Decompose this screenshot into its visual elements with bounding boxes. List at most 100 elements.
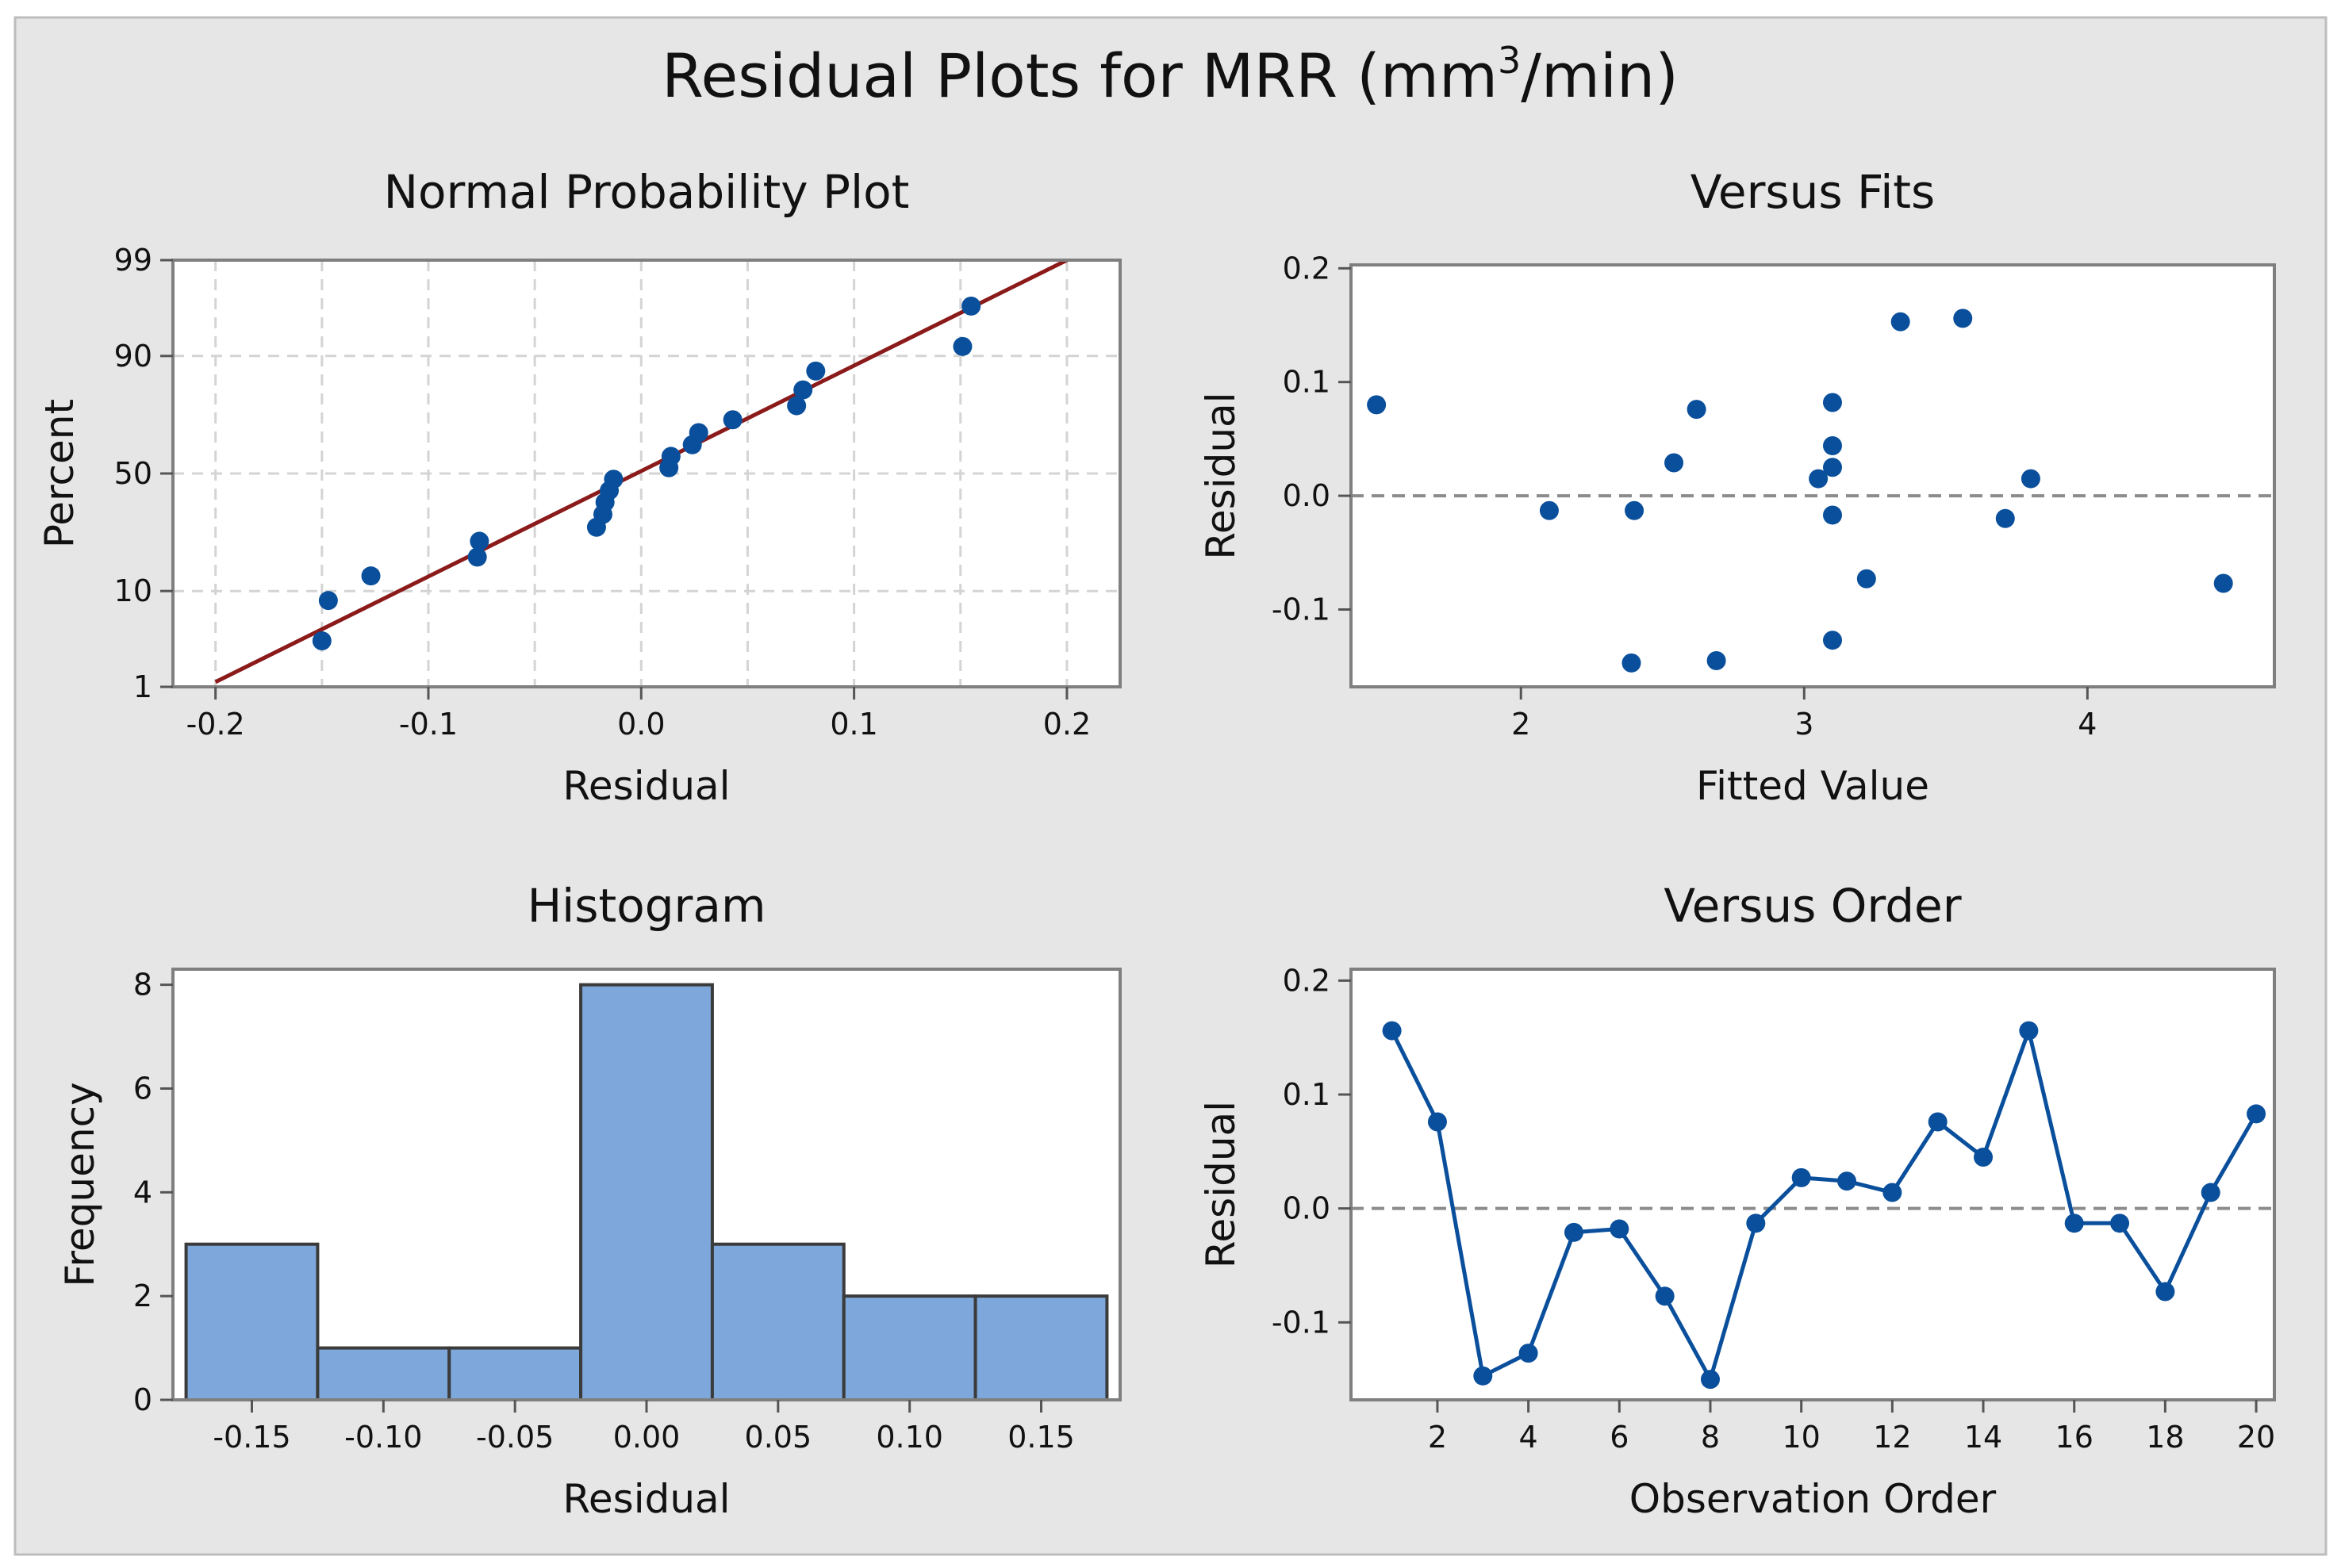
fits-point-11 [1822,458,1842,477]
hist-x-tick-label-5: 0.10 [876,1420,943,1455]
npp-y-tick-label-4: 99 [114,243,152,278]
npp-x-axis-label: Residual [562,763,730,809]
order-point-2 [1427,1112,1447,1132]
npp-point-14 [689,423,708,443]
order-point-19 [2201,1183,2220,1202]
fits-y-tick-label-2: 0.1 [1283,365,1330,400]
order-point-4 [1518,1344,1538,1363]
order-point-3 [1473,1366,1493,1386]
hist-y-axis-label: Frequency [57,1082,103,1286]
npp-point-19 [953,336,973,356]
fits-x-axis-label: Fitted Value [1696,763,1929,809]
order-x-tick-label-7: 16 [2055,1420,2093,1455]
npp-point-16 [787,396,807,416]
hist-bar--0.15 [184,1242,320,1402]
fits-x-tick-label-0: 2 [1511,707,1530,742]
npp-fit-line [214,258,1069,684]
npp-x-tick-label-2: 0.0 [617,707,665,742]
order-plot-area [1351,969,2274,1400]
fits-point-3 [1621,653,1641,673]
fits-x-tick-label-2: 4 [2078,707,2097,742]
hist-y-tick-label-4: 8 [133,968,152,1003]
fits-point-12 [1822,505,1842,525]
order-point-7 [1655,1286,1675,1306]
figure-title: Residual Plots for MRR (mm3/min) [662,39,1679,111]
order-x-axis-label: Observation Order [1629,1476,1997,1522]
hist-title: Histogram [528,879,766,933]
order-x-tick-label-0: 2 [1428,1420,1447,1455]
fits-point-8 [1809,469,1829,489]
order-point-1 [1382,1021,1402,1041]
order-x-tick-label-4: 10 [1782,1420,1820,1455]
npp-x-tick-label-1: -0.1 [399,707,458,742]
fits-point-17 [1995,508,2015,528]
hist-bar--0.10 [316,1346,451,1402]
order-x-tick-label-2: 6 [1610,1420,1629,1455]
npp-y-tick-label-2: 50 [114,456,152,491]
fits-point-14 [1856,569,1876,588]
order-y-tick-label-1: 0.0 [1283,1191,1330,1226]
order-x-tick-label-6: 14 [1964,1420,2002,1455]
order-point-20 [2247,1104,2266,1124]
hist-y-tick-label-0: 0 [133,1382,152,1417]
npp-title: Normal Probability Plot [384,165,910,219]
hist-y-tick-label-3: 6 [133,1071,152,1106]
order-y-tick-label-3: 0.2 [1283,963,1330,998]
fits-point-4 [1625,500,1644,520]
npp-point-17 [793,380,813,400]
npp-point-3 [361,566,381,586]
fits-point-19 [2213,573,2233,593]
hist-bar-0.05 [710,1242,846,1402]
order-point-14 [1974,1148,1994,1167]
order-x-tick-label-1: 4 [1519,1420,1538,1455]
order-x-tick-label-9: 20 [2237,1420,2275,1455]
hist-bar-0.15 [973,1294,1109,1401]
npp-x-tick-label-4: 0.2 [1043,707,1091,742]
npp-point-5 [470,531,489,551]
npp-x-tick-label-0: -0.2 [186,707,245,742]
order-point-9 [1746,1213,1766,1233]
order-x-tick-label-8: 18 [2146,1420,2184,1455]
order-point-12 [1882,1183,1902,1202]
npp-point-4 [467,547,487,567]
order-point-11 [1837,1171,1857,1191]
fits-frame [1349,263,2276,688]
order-title: Versus Order [1664,879,1961,933]
fits-point-18 [2021,469,2040,489]
hist-x-axis-label: Residual [562,1476,730,1522]
hist-bar--0.05 [447,1346,583,1402]
npp-point-1 [312,631,332,651]
npp-point-12 [661,447,681,466]
fits-y-tick-label-0: -0.1 [1272,592,1330,627]
hist-y-tick-label-2: 4 [133,1175,152,1210]
fits-point-15 [1890,312,1910,332]
npp-point-10 [604,470,624,489]
order-point-16 [2064,1213,2084,1233]
hist-y-tick-label-1: 2 [133,1279,152,1313]
fits-y-tick-label-3: 0.2 [1283,251,1330,286]
order-y-tick-label-0: -0.1 [1272,1305,1330,1340]
fits-point-9 [1822,393,1842,412]
fits-y-tick-label-1: 0.0 [1283,478,1330,513]
hist-bar-0.10 [842,1294,977,1401]
npp-x-tick-label-3: 0.1 [830,707,877,742]
hist-bar-0.00 [579,983,714,1401]
npp-point-2 [318,591,338,611]
fits-point-1 [1367,395,1387,415]
npp-point-15 [723,410,743,430]
order-point-10 [1791,1167,1811,1187]
hist-x-tick-label-0: -0.15 [213,1420,290,1455]
npp-y-tick-label-3: 90 [114,339,152,374]
order-point-13 [1928,1112,1948,1132]
order-point-5 [1564,1222,1583,1242]
npp-point-20 [961,296,981,316]
order-point-15 [2019,1021,2039,1041]
order-x-tick-label-5: 12 [1873,1420,1911,1455]
fits-point-10 [1822,436,1842,455]
hist-x-tick-label-1: -0.10 [344,1420,422,1455]
fits-x-tick-label-1: 3 [1794,707,1813,742]
fits-point-5 [1664,453,1684,473]
npp-y-tick-label-0: 1 [133,669,152,704]
fits-point-6 [1687,400,1706,420]
